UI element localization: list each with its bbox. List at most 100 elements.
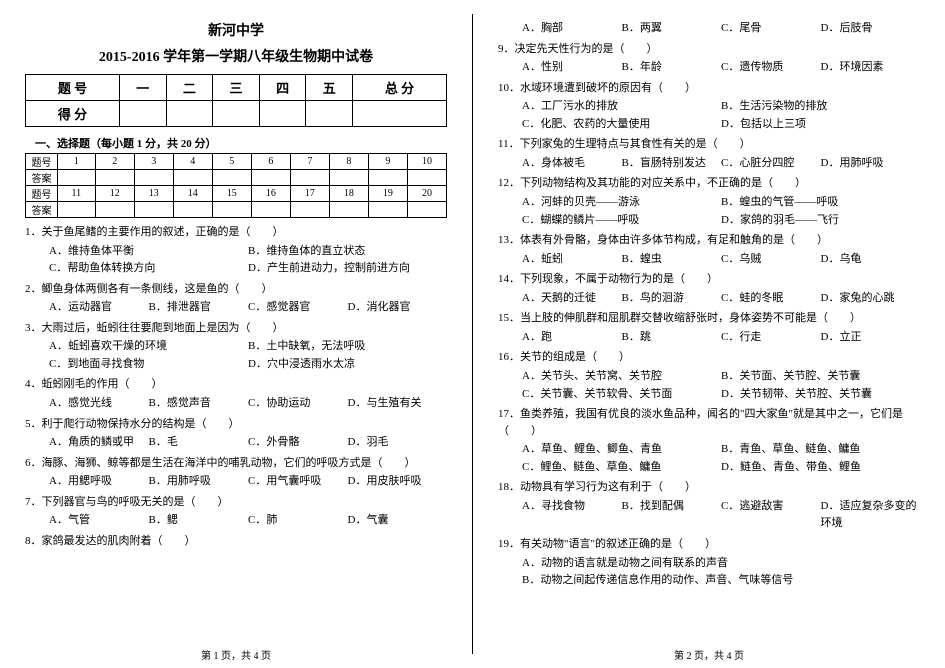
option: C．用气囊呼吸 bbox=[248, 473, 348, 491]
answer-cell bbox=[329, 202, 368, 218]
score-blank-cell bbox=[213, 101, 260, 127]
question-stem: 6．海豚、海狮、鲸等都是生活在海洋中的哺乳动物，它们的呼吸方式是（ ） bbox=[25, 455, 447, 472]
question-stem: 3．大雨过后，蚯蚓往往要爬到地面上是因为（ ） bbox=[25, 320, 447, 337]
option: D．包括以上三项 bbox=[721, 116, 920, 134]
option: B．两翼 bbox=[622, 20, 722, 38]
question-options: A．寻找食物B．找到配偶C．逃避敌害D．适应复杂多变的环境 bbox=[522, 498, 920, 533]
score-header-cell: 五 bbox=[306, 75, 353, 101]
question-stem: 16．关节的组成是（ ） bbox=[498, 349, 920, 366]
answer-row-label: 题号 bbox=[26, 154, 58, 170]
option: A．蚯蚓 bbox=[522, 251, 622, 269]
score-blank-cell bbox=[306, 101, 353, 127]
option: C．蝴蝶的鳞片——呼吸 bbox=[522, 212, 721, 230]
option: D．家鸽的羽毛——飞行 bbox=[721, 212, 920, 230]
option: D．气囊 bbox=[348, 512, 448, 530]
score-header-cell: 三 bbox=[213, 75, 260, 101]
section-1-heading: 一、选择题（每小题 1 分，共 20 分） bbox=[35, 135, 447, 151]
option: D．环境因素 bbox=[821, 59, 921, 77]
option: B．年龄 bbox=[622, 59, 722, 77]
option: C．蛙的冬眠 bbox=[721, 290, 821, 308]
option: A．用鳃呼吸 bbox=[49, 473, 149, 491]
answer-cell bbox=[368, 170, 407, 186]
option: A．角质的鳞或甲 bbox=[49, 434, 149, 452]
answer-cell: 15 bbox=[212, 186, 251, 202]
question-options: A．身体被毛B．盲肠特别发达C．心脏分四腔D．用肺呼吸 bbox=[522, 155, 920, 173]
option: A．跑 bbox=[522, 329, 622, 347]
score-header-cell: 题 号 bbox=[26, 75, 120, 101]
question-options: A．蚯蚓喜欢干燥的环境B．土中缺氧，无法呼吸C．到地面寻找食物D．穴中浸透雨水太… bbox=[49, 338, 447, 373]
option: D．用肺呼吸 bbox=[821, 155, 921, 173]
option: B．生活污染物的排放 bbox=[721, 98, 920, 116]
answer-cell: 17 bbox=[290, 186, 329, 202]
option: D．后肢骨 bbox=[821, 20, 921, 38]
option: B．跳 bbox=[622, 329, 722, 347]
answer-cell: 20 bbox=[407, 186, 446, 202]
option: D．羽毛 bbox=[348, 434, 448, 452]
answer-row-label: 答案 bbox=[26, 170, 58, 186]
option: C．鲤鱼、鲢鱼、草鱼、鳙鱼 bbox=[522, 459, 721, 477]
answer-cell: 6 bbox=[251, 154, 290, 170]
question-stem: 15．当上肢的伸肌群和屈肌群交替收缩舒张时，身体姿势不可能是（ ） bbox=[498, 310, 920, 327]
question-stem: 14．下列现象，不属于动物行为的是（ ） bbox=[498, 271, 920, 288]
question-stem: 9．决定先天性行为的是（ ） bbox=[498, 41, 920, 58]
answer-cell bbox=[368, 202, 407, 218]
right-column: A．胸部B．两翼C．尾骨D．后肢骨 9．决定先天性行为的是（ ）A．性别B．年龄C… bbox=[473, 0, 945, 668]
answer-row-label: 答案 bbox=[26, 202, 58, 218]
answer-cell bbox=[212, 202, 251, 218]
paper-title: 2015-2016 学年第一学期八年级生物期中试卷 bbox=[25, 46, 447, 66]
answer-cell bbox=[173, 202, 212, 218]
answer-cell: 3 bbox=[134, 154, 173, 170]
question-stem: 17．鱼类养殖，我国有优良的淡水鱼品种，闻名的"四大家鱼"就是其中之一，它们是（… bbox=[498, 406, 920, 439]
question-options: A．性别B．年龄C．遗传物质D．环境因素 bbox=[522, 59, 920, 77]
option: D．消化器官 bbox=[348, 299, 448, 317]
option: B．维持鱼体的直立状态 bbox=[248, 243, 447, 261]
question-options: A．跑B．跳C．行走D．立正 bbox=[522, 329, 920, 347]
question-options: A．感觉光线B．感觉声音C．协助运动D．与生殖有关 bbox=[49, 395, 447, 413]
option: A．寻找食物 bbox=[522, 498, 622, 533]
question-stem: 11．下列家兔的生理特点与其食性有关的是（ ） bbox=[498, 136, 920, 153]
answer-cell bbox=[407, 202, 446, 218]
answer-cell bbox=[290, 170, 329, 186]
answer-cell: 5 bbox=[212, 154, 251, 170]
score-table: 题 号一二三四五总 分 得 分 bbox=[25, 74, 447, 127]
answer-cell bbox=[251, 202, 290, 218]
question-options: A．河蚌的贝壳——游泳B．蝗虫的气管——呼吸C．蝴蝶的鳞片——呼吸D．家鸽的羽毛… bbox=[522, 194, 920, 229]
left-questions: 1．关于鱼尾鳍的主要作用的叙述，正确的是（ ） A．维持鱼体平衡B．维持鱼体的直立… bbox=[25, 224, 447, 549]
answer-cell bbox=[290, 202, 329, 218]
option: A．蚯蚓喜欢干燥的环境 bbox=[49, 338, 248, 356]
option: A．气管 bbox=[49, 512, 149, 530]
option: B．关节面、关节腔、关节囊 bbox=[721, 368, 920, 386]
question-stem: 1．关于鱼尾鳍的主要作用的叙述，正确的是（ ） bbox=[25, 224, 447, 241]
option: D．适应复杂多变的环境 bbox=[821, 498, 921, 533]
option: B．毛 bbox=[149, 434, 249, 452]
option: A．胸部 bbox=[522, 20, 622, 38]
option: C．肺 bbox=[248, 512, 348, 530]
question-stem: 19．有关动物"语言"的叙述正确的是（ ） bbox=[498, 536, 920, 553]
answer-cell bbox=[95, 202, 134, 218]
score-blank-cell bbox=[353, 101, 447, 127]
question-options: A．维持鱼体平衡B．维持鱼体的直立状态C．帮助鱼体转换方向D．产生前进动力，控制… bbox=[49, 243, 447, 278]
question-options: A．关节头、关节窝、关节腔B．关节面、关节腔、关节囊C．关节囊、关节软骨、关节面… bbox=[522, 368, 920, 403]
question-options: A．角质的鳞或甲B．毛C．外骨骼D．羽毛 bbox=[49, 434, 447, 452]
option: D．关节韧带、关节腔、关节囊 bbox=[721, 386, 920, 404]
option: B．排泄器官 bbox=[149, 299, 249, 317]
answer-cell: 7 bbox=[290, 154, 329, 170]
answer-cell bbox=[251, 170, 290, 186]
answer-cell: 4 bbox=[173, 154, 212, 170]
question-options: A．蚯蚓B．蝗虫C．乌贼D．乌龟 bbox=[522, 251, 920, 269]
question-options: A．胸部B．两翼C．尾骨D．后肢骨 bbox=[522, 20, 920, 38]
footer-right: 第 2 页，共 4 页 bbox=[473, 647, 945, 662]
option: C．心脏分四腔 bbox=[721, 155, 821, 173]
option: B．蝗虫 bbox=[622, 251, 722, 269]
option: B．青鱼、草鱼、鲢鱼、鳙鱼 bbox=[721, 441, 920, 459]
option: C．关节囊、关节软骨、关节面 bbox=[522, 386, 721, 404]
answer-cell bbox=[134, 170, 173, 186]
question-stem: 4．蚯蚓刚毛的作用（ ） bbox=[25, 376, 447, 393]
option: A．运动器官 bbox=[49, 299, 149, 317]
score-blank-cell bbox=[119, 101, 166, 127]
option: A．天鹅的迁徙 bbox=[522, 290, 622, 308]
score-header-cell: 二 bbox=[166, 75, 213, 101]
option: D．乌龟 bbox=[821, 251, 921, 269]
question-options: A．动物的语言就是动物之间有联系的声音B．动物之间起传递信息作用的动作、声音、气… bbox=[522, 555, 920, 590]
answer-cell bbox=[329, 170, 368, 186]
